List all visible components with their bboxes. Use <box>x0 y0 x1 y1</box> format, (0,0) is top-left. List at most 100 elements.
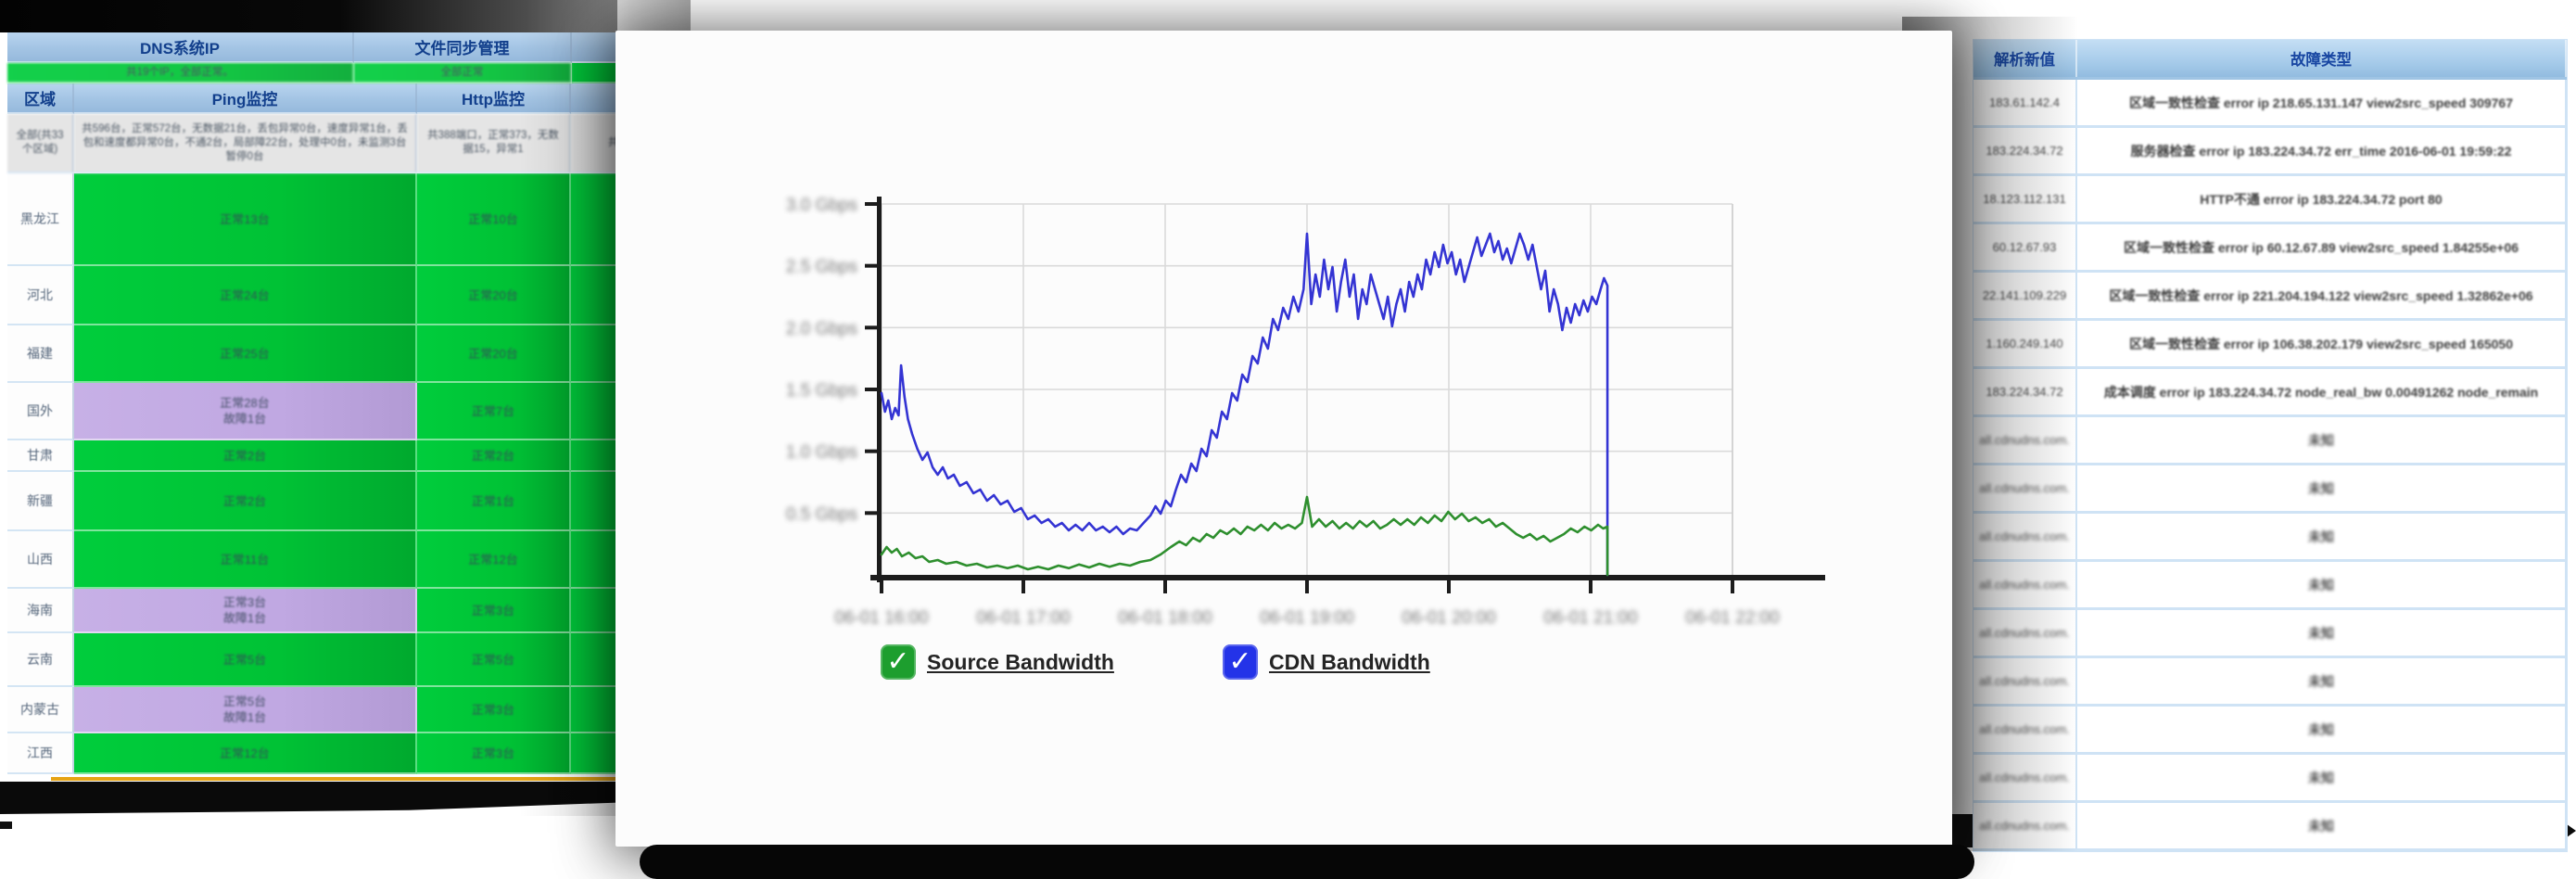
legend-label[interactable]: CDN Bandwidth <box>1269 649 1430 674</box>
resolve-value-cell: all.cdnudns.com. <box>1973 514 2077 559</box>
bandwidth-chart-card: 3.0 Gbps 2.5 Gbps 2.0 Gbps 1.5 Gbps 1.0 Gbps… <box>615 31 1952 847</box>
fault-type-column-header: 故障类型 <box>2077 40 2567 77</box>
ping-status-cell: 正常24台 <box>74 266 417 325</box>
resolve-value-column-header: 解析新值 <box>1973 40 2077 77</box>
x-axis-tick <box>1022 580 1025 593</box>
orange-underline <box>51 777 631 781</box>
fault-row: all.cdnudns.com. 未知 <box>1973 562 2567 610</box>
http-status-cell: 正常20台 <box>417 266 571 325</box>
table-row: 共19个IP，全部正常。 全部正常 <box>7 63 686 83</box>
x-tick-label: 06-01 21:00 <box>1543 608 1637 628</box>
x-axis-tick <box>1589 580 1593 593</box>
region-column-header: 区域 <box>7 83 74 114</box>
fault-rows-container: 183.61.142.4 区域一致性检查 error ip 218.65.131.… <box>1973 80 2567 851</box>
region-name-cell: 云南 <box>7 633 74 687</box>
table-row: 区域 Ping监控 Http监控 <box>7 83 686 114</box>
ping-status-cell: 正常5台 <box>74 633 417 687</box>
dns-monitoring-table: DNS系统IP 文件同步管理 共19个IP，全部正常。 全部正常 区域 Ping… <box>7 32 686 774</box>
fault-type-cell: 未知 <box>2077 610 2567 656</box>
bandwidth-line-chart: 3.0 Gbps 2.5 Gbps 2.0 Gbps 1.5 Gbps 1.0 Gbps… <box>786 196 1825 628</box>
fault-row: 183.224.34.72 服务器检查 error ip 183.224.34.7… <box>1973 128 2567 176</box>
fault-table: 解析新值 故障类型 183.61.142.4 区域一致性检查 error ip 2… <box>1973 39 2568 852</box>
legend-label[interactable]: Source Bandwidth <box>927 649 1114 674</box>
y-axis-tick <box>865 325 877 330</box>
fault-type-cell: 成本调度 error ip 183.224.34.72 node_real_bw… <box>2077 369 2567 414</box>
x-tick-label: 06-01 17:00 <box>976 608 1070 628</box>
http-status-cell: 正常3台 <box>417 733 571 774</box>
resolve-value-cell: all.cdnudns.com. <box>1973 610 2077 656</box>
fault-row: 60.12.67.93 区域一致性检查 error ip 60.12.67.89 … <box>1973 224 2567 273</box>
http-status-cell: 正常1台 <box>417 472 571 531</box>
left-panel-bottom-bezel <box>0 782 640 814</box>
region-name-cell: 新疆 <box>7 472 74 531</box>
y-axis-tick <box>865 511 877 516</box>
left-table-row: 山西 正常11台 正常12台 <box>7 531 686 589</box>
y-tick-label: 1.5 Gbps <box>786 381 857 401</box>
http-status-cell: 正常3台 <box>417 589 571 633</box>
fault-type-cell: 区域一致性检查 error ip 106.38.202.179 view2src… <box>2077 321 2567 366</box>
ping-status-cell: 正常28台 故障1台 <box>74 383 417 440</box>
ping-status-cell: 正常2台 <box>74 440 417 472</box>
fault-type-cell: HTTP不通 error ip 183.224.34.72 port 80 <box>2077 176 2567 222</box>
fault-row: all.cdnudns.com. 未知 <box>1973 465 2567 514</box>
source-bandwidth-checkbox-icon[interactable]: ✓ <box>881 644 916 680</box>
http-status-cell: 正常20台 <box>417 325 571 383</box>
resolve-value-cell: all.cdnudns.com. <box>1973 417 2077 463</box>
fault-type-cell: 未知 <box>2077 417 2567 463</box>
fault-type-cell: 未知 <box>2077 755 2567 800</box>
legend-cdn-bandwidth[interactable]: ✓ CDN Bandwidth <box>1223 644 1430 680</box>
x-tick-label: 06-01 22:00 <box>1685 608 1779 628</box>
dns-summary-cell: 共19个IP，全部正常。 <box>7 63 354 83</box>
resolve-value-cell: all.cdnudns.com. <box>1973 755 2077 800</box>
fault-type-cell: 未知 <box>2077 562 2567 607</box>
cdn-bandwidth-checkbox-icon[interactable]: ✓ <box>1223 644 1258 680</box>
fault-type-cell: 区域一致性检查 error ip 60.12.67.89 view2src_sp… <box>2077 224 2567 270</box>
resolve-value-cell: all.cdnudns.com. <box>1973 707 2077 752</box>
fault-row: all.cdnudns.com. 未知 <box>1973 417 2567 465</box>
ping-status-cell: 正常11台 <box>74 531 417 589</box>
fault-type-cell: 未知 <box>2077 658 2567 704</box>
table-row: DNS系统IP 文件同步管理 <box>7 32 686 63</box>
region-name-cell: 河北 <box>7 266 74 325</box>
x-axis <box>870 575 1825 580</box>
resolve-value-cell: 183.224.34.72 <box>1973 369 2077 414</box>
http-status-cell: 正常12台 <box>417 531 571 589</box>
fault-type-cell: 未知 <box>2077 465 2567 511</box>
resolve-value-cell: all.cdnudns.com. <box>1973 562 2077 607</box>
x-axis-tick <box>1163 580 1167 593</box>
left-table-row: 江西 正常12台 正常3台 <box>7 733 686 774</box>
resolve-value-cell: 183.224.34.72 <box>1973 128 2077 173</box>
resolve-value-cell: 183.61.142.4 <box>1973 80 2077 125</box>
ping-status-cell: 正常13台 <box>74 173 417 266</box>
left-table-row: 内蒙古 正常5台 故障1台 正常3台 <box>7 687 686 733</box>
region-total-cell: 全部(共33个区域) <box>7 114 74 173</box>
left-table-row: 福建 正常25台 正常20台 <box>7 325 686 383</box>
fault-row: all.cdnudns.com. 未知 <box>1973 514 2567 562</box>
fault-type-cell: 未知 <box>2077 803 2567 848</box>
file-sync-header: 文件同步管理 <box>354 32 572 63</box>
ping-status-cell: 正常3台 故障1台 <box>74 589 417 633</box>
cdn-bandwidth-line <box>880 232 1609 577</box>
y-axis-tick <box>865 449 877 453</box>
http-total-cell: 共388端口，正常373，无数据15，异常1 <box>417 114 571 173</box>
region-name-cell: 甘肃 <box>7 440 74 472</box>
y-tick-label: 3.0 Gbps <box>786 196 857 215</box>
left-monitoring-panel: DNS系统IP 文件同步管理 共19个IP，全部正常。 全部正常 区域 Ping… <box>0 0 691 834</box>
resolve-value-cell: all.cdnudns.com. <box>1973 658 2077 704</box>
fault-row: 183.61.142.4 区域一致性检查 error ip 218.65.131.… <box>1973 80 2567 128</box>
legend-source-bandwidth[interactable]: ✓ Source Bandwidth <box>881 644 1114 680</box>
http-status-cell: 正常2台 <box>417 440 571 472</box>
dns-system-ip-header: DNS系统IP <box>7 32 354 63</box>
source-bandwidth-line <box>880 495 1609 577</box>
region-name-cell: 福建 <box>7 325 74 383</box>
x-axis-tick <box>880 580 883 593</box>
x-tick-label: 06-01 19:00 <box>1260 608 1353 628</box>
region-rows-container: 黑龙江 正常13台 正常10台 河北 正常24台 正常20台 福建 正常25台 正常20台 国外正… <box>7 173 686 774</box>
fault-type-cell: 区域一致性检查 error ip 218.65.131.147 view2src… <box>2077 80 2567 125</box>
fault-row: 18.123.112.131 HTTP不通 error ip 183.224.34… <box>1973 176 2567 224</box>
fault-row: 1.160.249.140 区域一致性检查 error ip 106.38.202… <box>1973 321 2567 369</box>
x-axis-tick <box>1447 580 1451 593</box>
fault-type-cell: 区域一致性检查 error ip 221.204.194.122 view2sr… <box>2077 273 2567 318</box>
left-table-row: 甘肃 正常2台 正常2台 <box>7 440 686 472</box>
http-status-cell: 正常7台 <box>417 383 571 440</box>
